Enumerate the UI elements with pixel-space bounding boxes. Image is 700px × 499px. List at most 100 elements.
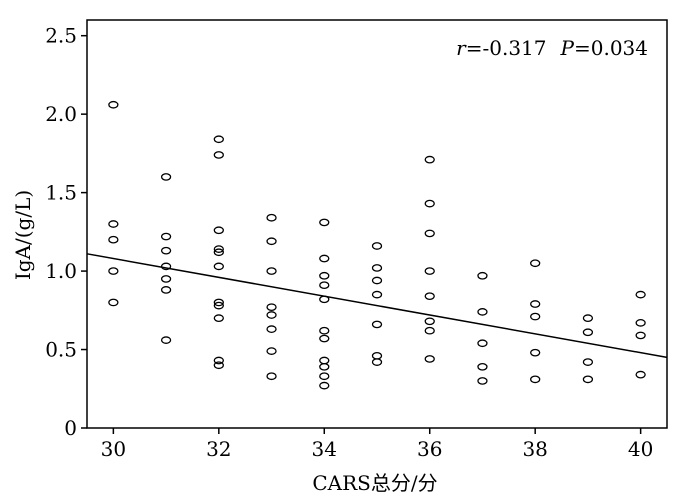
data-point [371,351,383,360]
data-point [213,262,224,271]
data-point [477,339,488,348]
x-axis-ticks: 30 32 34 36 38 40 [101,428,653,461]
data-point [530,259,541,268]
data-point [635,290,646,299]
data-point [266,267,277,275]
data-point [266,213,277,222]
data-point [530,312,541,321]
data-point [319,254,330,263]
data-point [371,276,383,285]
x-tick-label: 34 [312,437,337,461]
plot-area [86,19,668,429]
r-symbol: r [456,36,467,60]
data-point [319,271,330,280]
data-point [371,290,383,299]
data-point [108,298,119,307]
data-point [319,372,330,381]
data-point [160,275,172,283]
data-point [160,173,172,181]
data-point [108,235,119,244]
data-point [266,303,277,312]
data-point [213,314,224,323]
p-symbol: P [560,36,575,60]
data-point [160,262,172,271]
data-point [477,308,488,316]
data-point [319,326,330,335]
data-point [160,246,172,255]
data-point [319,218,330,227]
data-point [371,320,383,329]
data-point [266,237,277,246]
data-point [424,355,435,363]
data-point [266,311,277,319]
data-point [266,347,277,355]
data-point [582,358,594,366]
x-tick-label: 38 [522,437,547,461]
data-point [371,264,383,272]
data-point [213,226,224,235]
data-point [213,135,224,144]
data-point [160,232,172,241]
data-point [424,229,435,238]
x-tick-label: 30 [101,437,126,461]
data-point [213,245,224,253]
data-point [530,348,541,357]
x-tick-label: 36 [417,437,442,461]
data-point [108,220,119,228]
y-tick-label: 1.0 [45,259,77,283]
data-point [319,281,330,290]
data-point [266,325,277,333]
data-point [213,248,224,257]
y-axis-ticks: 0 0.5 1.0 1.5 2.0 2.5 [45,24,87,440]
data-point [371,242,383,250]
data-point [213,151,224,159]
data-point [213,301,224,310]
data-point [160,286,172,294]
data-point [424,326,435,335]
data-point [319,362,330,371]
data-point [424,292,435,301]
plot-frame [86,19,668,429]
data-point [266,372,277,381]
data-point [108,100,119,109]
x-tick-label: 32 [206,437,231,461]
y-tick-label: 0 [64,416,77,440]
data-point [108,267,119,275]
data-point [319,381,330,390]
y-tick-label: 1.5 [45,181,77,205]
y-tick-label: 2.5 [45,24,77,48]
data-point [213,361,224,370]
data-point [582,314,594,323]
data-point [635,331,646,340]
data-point [582,375,594,384]
data-point [424,317,435,326]
data-point [582,328,594,337]
data-point [424,199,435,208]
data-point [213,298,224,307]
y-axis-title: IgA/(g/L) [11,190,35,280]
r-value: =-0.317 [466,36,547,60]
data-point [477,362,488,371]
data-point [213,356,224,365]
x-axis-title: CARS总分/分 [312,471,437,495]
data-point [477,377,488,385]
data-point [319,356,330,365]
data-points [86,100,668,390]
x-tick-label: 40 [628,437,653,461]
correlation-annotation: r=-0.317 P=0.034 [456,36,648,60]
data-point [477,271,488,280]
data-point [319,295,330,304]
data-point [319,334,330,343]
data-point [424,267,435,275]
p-value: =0.034 [574,36,648,60]
data-point [635,370,646,379]
y-tick-label: 0.5 [45,338,77,362]
y-tick-label: 2.0 [45,102,77,126]
regression-line [86,253,668,359]
data-point [635,319,646,327]
data-point [424,155,435,164]
data-point [530,375,541,384]
data-point [371,358,383,366]
data-point [530,300,541,308]
